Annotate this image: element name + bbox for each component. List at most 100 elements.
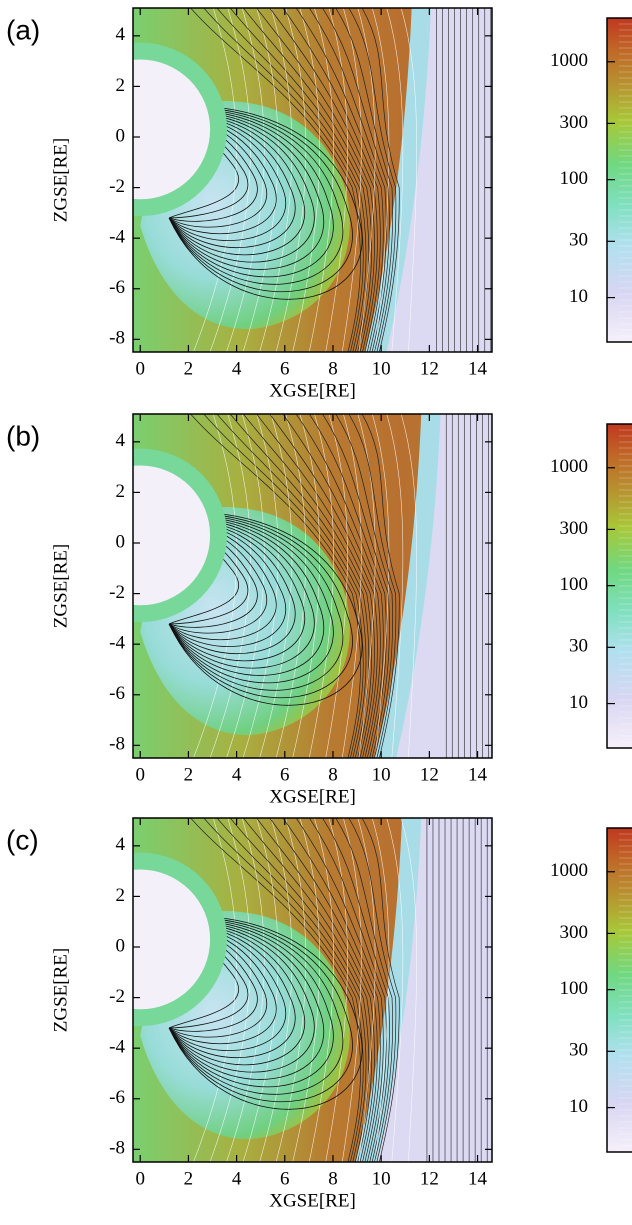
field-line bbox=[168, 112, 325, 270]
plot-frame bbox=[132, 7, 493, 353]
colorbar-tick-label: 100 bbox=[560, 168, 589, 189]
x-tick-label: 8 bbox=[328, 358, 338, 379]
x-axis-label: XGSE[RE] bbox=[269, 380, 356, 401]
x-tick-label: 0 bbox=[135, 1168, 145, 1189]
colorbar-tick-label: 1000 bbox=[550, 456, 588, 477]
x-tick-label: 14 bbox=[468, 1168, 488, 1189]
field-line bbox=[190, 818, 361, 1162]
x-tick-label: 0 bbox=[135, 358, 145, 379]
panel: 0 2 4 6 8 10 12 14 4 2 0 -2 -4 -6 -8 XGSE[RE] ZGSE[RE] (c… bbox=[6, 817, 632, 1211]
earth bbox=[133, 59, 211, 200]
field-line bbox=[361, 8, 400, 352]
field-line bbox=[361, 414, 400, 758]
field-line bbox=[357, 818, 376, 1162]
x-axis-label: XGSE[RE] bbox=[269, 786, 356, 807]
field-line bbox=[216, 818, 367, 1162]
earth bbox=[133, 869, 211, 1010]
y-tick-label: -8 bbox=[109, 1138, 125, 1159]
colorbar-tick-label: 300 bbox=[560, 922, 589, 943]
x-tick-label: 14 bbox=[468, 358, 488, 379]
colorbar-tick-label: 30 bbox=[569, 230, 588, 251]
field-line bbox=[229, 414, 370, 758]
y-tick-label: 0 bbox=[116, 125, 126, 146]
field-line bbox=[242, 8, 279, 352]
field-line bbox=[400, 8, 417, 352]
plot-area bbox=[133, 8, 492, 352]
colorbar-tick-label: 100 bbox=[560, 574, 589, 595]
field-line bbox=[335, 8, 393, 352]
y-tick-label: 4 bbox=[116, 430, 126, 451]
x-tick-label: 12 bbox=[420, 764, 439, 785]
field-line bbox=[308, 818, 387, 1162]
y-tick-label: -6 bbox=[109, 277, 125, 298]
colorbar-tick-label: 300 bbox=[560, 112, 589, 133]
y-tick-label: -8 bbox=[109, 328, 125, 349]
plot-area bbox=[133, 818, 492, 1162]
y-tick-label: -4 bbox=[109, 227, 125, 248]
field-line bbox=[203, 414, 364, 758]
field-line bbox=[226, 414, 265, 758]
field-line bbox=[308, 414, 334, 758]
colorbar-tick-label: 300 bbox=[560, 518, 589, 539]
field-line bbox=[275, 818, 307, 1162]
panel-label: (c) bbox=[6, 824, 39, 855]
field-line bbox=[256, 8, 375, 352]
x-tick-label: 6 bbox=[280, 764, 290, 785]
plot-area bbox=[133, 414, 492, 758]
x-axis-label: XGSE[RE] bbox=[269, 1190, 356, 1211]
field-line bbox=[335, 818, 393, 1162]
field-line bbox=[295, 818, 384, 1162]
panel: 0 2 4 6 8 10 12 14 4 2 0 -2 -4 -6 -8 XGSE[RE] ZGSE[RE] (b… bbox=[6, 413, 632, 807]
field-line bbox=[168, 518, 325, 676]
x-tick-label: 2 bbox=[184, 764, 194, 785]
x-tick-label: 10 bbox=[372, 358, 391, 379]
x-tick-label: 12 bbox=[420, 358, 439, 379]
field-line bbox=[256, 818, 375, 1162]
field-line bbox=[259, 818, 293, 1162]
field-line bbox=[168, 109, 344, 285]
y-tick-label: 0 bbox=[116, 935, 126, 956]
colorbar-tick-label: 10 bbox=[569, 1096, 588, 1117]
field-line bbox=[341, 8, 362, 352]
field-line bbox=[341, 818, 362, 1162]
field-line bbox=[357, 8, 376, 352]
field-line bbox=[400, 414, 417, 758]
x-tick-label: 2 bbox=[184, 358, 194, 379]
field-line bbox=[282, 414, 381, 758]
field-line bbox=[325, 414, 348, 758]
field-line bbox=[168, 919, 344, 1095]
field-line bbox=[256, 414, 375, 758]
earth bbox=[133, 465, 211, 606]
field-line bbox=[371, 8, 390, 352]
field-line bbox=[242, 414, 279, 758]
y-axis-label: ZGSE[RE] bbox=[50, 948, 71, 1032]
colorbar-tick-label: 1000 bbox=[550, 50, 588, 71]
x-tick-label: 0 bbox=[135, 764, 145, 785]
field-line bbox=[168, 515, 344, 691]
y-tick-label: -6 bbox=[109, 1087, 125, 1108]
field-line bbox=[371, 818, 390, 1162]
colorbar-tick-label: 10 bbox=[569, 286, 588, 307]
field-line bbox=[308, 8, 387, 352]
field-line bbox=[259, 414, 293, 758]
field-line bbox=[269, 8, 378, 352]
y-axis-label: ZGSE[RE] bbox=[50, 544, 71, 628]
y-tick-label: -2 bbox=[109, 986, 125, 1007]
field-line bbox=[242, 8, 373, 352]
y-tick-label: -2 bbox=[109, 582, 125, 603]
field-line bbox=[308, 818, 334, 1162]
field-line bbox=[269, 818, 378, 1162]
colorbar-tick-label: 30 bbox=[569, 636, 588, 657]
field-line bbox=[308, 8, 334, 352]
field-line bbox=[348, 8, 397, 352]
field-line bbox=[190, 8, 361, 352]
field-line bbox=[203, 8, 364, 352]
field-line bbox=[325, 818, 348, 1162]
field-line bbox=[168, 922, 325, 1080]
field-line bbox=[335, 414, 393, 758]
field-line bbox=[282, 8, 381, 352]
field-line bbox=[242, 818, 373, 1162]
field-line bbox=[168, 923, 315, 1073]
x-tick-label: 10 bbox=[372, 1168, 391, 1189]
